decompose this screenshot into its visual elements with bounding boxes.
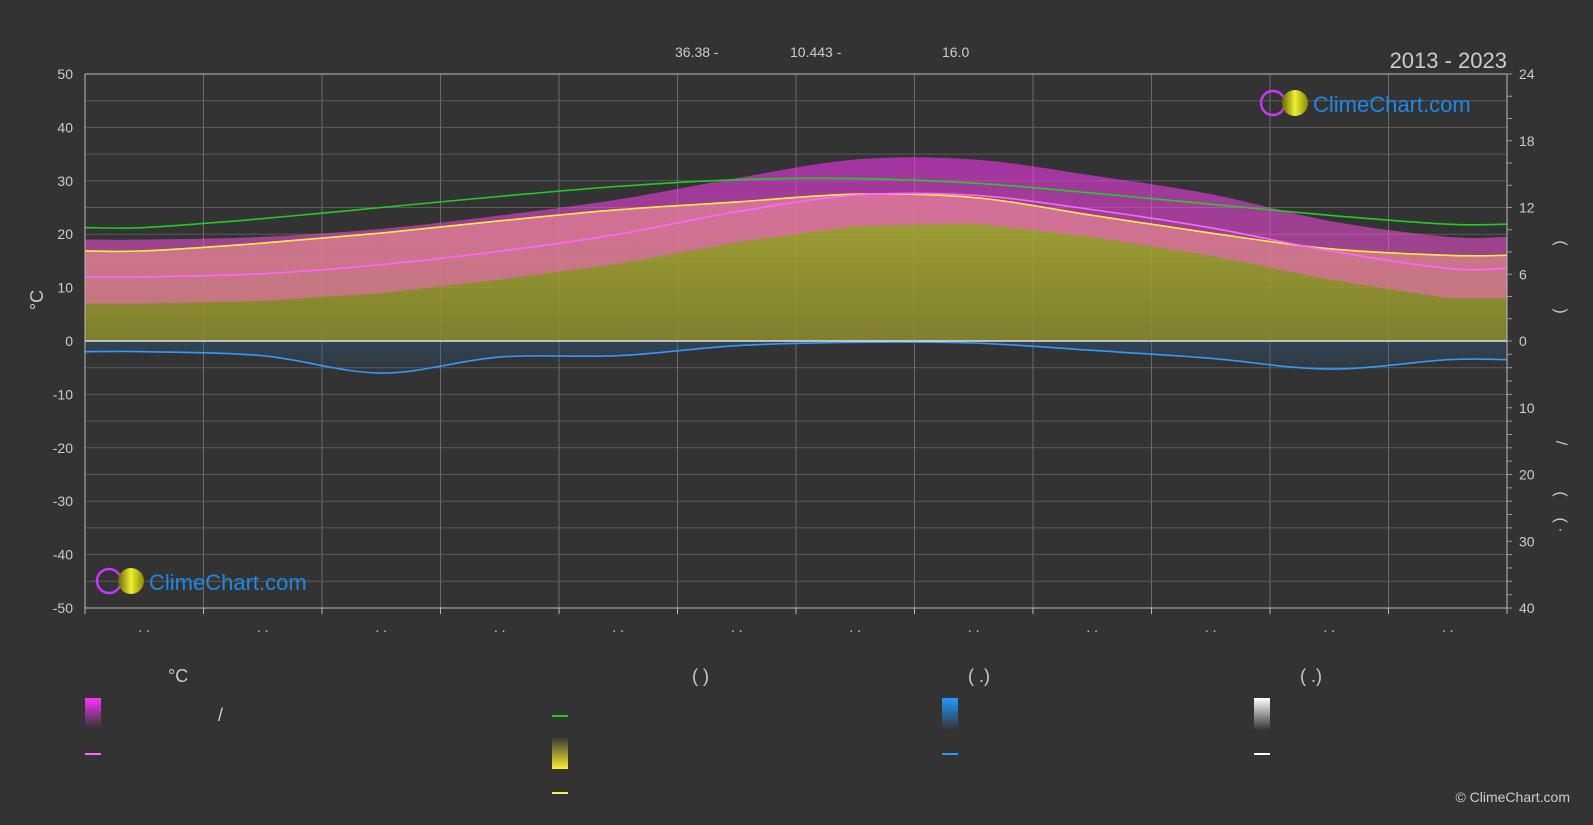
right-label-mark-2: ) — [1552, 308, 1569, 313]
logo-bottom: ClimeChart.com — [95, 567, 307, 595]
line-temp_mean — [84, 192, 1508, 278]
y-axis-title: °C — [27, 290, 47, 310]
precipitation-area — [85, 341, 1507, 374]
y-left-tick-label: 20 — [57, 226, 73, 242]
year-range: 2013 - 2023 — [1390, 48, 1507, 73]
logo-sun-icon — [118, 568, 144, 594]
y-left-tick-label: -40 — [53, 547, 73, 563]
y-right-tick-label: 10 — [1519, 400, 1535, 416]
right-label-mark-1: ( — [1552, 240, 1569, 246]
x-tick-label: . . — [138, 619, 150, 635]
right-label-mark-5: ( · — [1552, 517, 1569, 532]
x-tick-label: . . — [257, 619, 269, 635]
right-label-mark-4: ( — [1552, 491, 1569, 497]
coord-2: 10.443 - — [790, 44, 842, 60]
coord-1: 36.38 - — [675, 44, 719, 60]
x-tick-label: . . — [849, 619, 861, 635]
y-left-tick-label: 10 — [57, 280, 73, 296]
legend-slash: / — [218, 705, 223, 725]
y-right-tick-label: 18 — [1519, 133, 1535, 149]
y-right-tick-label: 12 — [1519, 200, 1535, 216]
legend-swatch-sunshine-range — [552, 737, 568, 769]
y-left-tick-label: 0 — [65, 333, 73, 349]
logo-bottom-text: ClimeChart.com — [149, 570, 307, 595]
x-tick-label: . . — [612, 619, 624, 635]
legend-swatch-temp-range — [85, 698, 101, 728]
x-tick-label: . . — [1323, 619, 1335, 635]
legend-header-rain: ( .) — [968, 666, 990, 686]
x-tick-label: . . — [1442, 619, 1454, 635]
legend-header-sun: ( ) — [692, 666, 709, 686]
coord-3: 16.0 — [942, 44, 969, 60]
logo-top-text: ClimeChart.com — [1313, 92, 1471, 117]
x-tick-label: . . — [1086, 619, 1098, 635]
legend-swatch-rain-range — [942, 698, 958, 730]
legend-header-temp: °C — [168, 666, 188, 686]
y-right-tick-label: 6 — [1519, 266, 1527, 282]
logo-top: ClimeChart.com — [1259, 89, 1471, 117]
y-left-tick-label: -10 — [53, 386, 73, 402]
x-tick-label: . . — [968, 619, 980, 635]
line-precip — [84, 341, 1508, 374]
x-tick-label: . . — [731, 619, 743, 635]
y-left-tick-label: 30 — [57, 173, 73, 189]
legend-header-snow: ( .) — [1300, 666, 1322, 686]
x-tick-label: . . — [1205, 619, 1217, 635]
y-right-tick-label: 24 — [1519, 66, 1535, 82]
line-daylight — [84, 177, 1508, 229]
legend: °C ( ) ( .) ( .) / — [85, 666, 1322, 794]
y-left-tick-label: -30 — [53, 493, 73, 509]
y-left-tick-label: -20 — [53, 440, 73, 456]
y-left-tick-label: 50 — [57, 66, 73, 82]
axes: 50 40 30 20 10 0 -10 -20 -30 -40 -50 24 18 12 6 0 10 20 30… — [53, 66, 1535, 635]
temperature-range-area — [85, 157, 1507, 304]
x-tick-label: . . — [494, 619, 506, 635]
y-right-tick-label: 40 — [1519, 600, 1535, 616]
copyright: © ClimeChart.com — [1455, 789, 1570, 805]
y-right-tick-label: 20 — [1519, 467, 1535, 483]
data-bands — [85, 157, 1507, 374]
logo-sun-icon — [1282, 90, 1308, 116]
y-left-tick-label: -50 — [53, 600, 73, 616]
series-lines — [84, 177, 1508, 374]
y-right-tick-label: 30 — [1519, 533, 1535, 549]
right-label-mark-3: / — [1552, 441, 1569, 446]
y-right-tick-label: 0 — [1519, 333, 1527, 349]
x-tick-label: . . — [375, 619, 387, 635]
logo-ring-icon — [1259, 89, 1287, 117]
y-left-tick-label: 40 — [57, 119, 73, 135]
legend-swatch-snow-range — [1254, 698, 1270, 730]
